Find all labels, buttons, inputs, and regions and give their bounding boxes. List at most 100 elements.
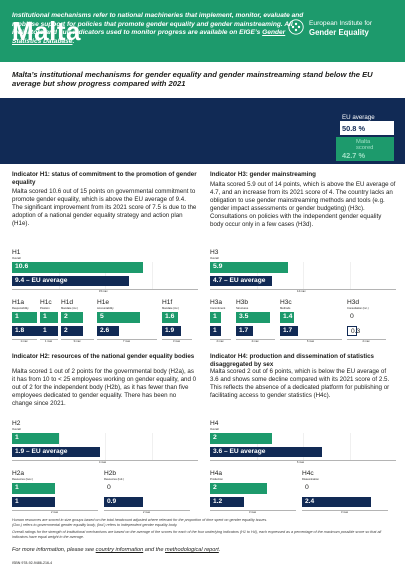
sub-2021-bar: 1.2 [210,497,245,507]
sub-2021-label: 0.9 [107,498,117,505]
sub-2021-bar: 1.9 [162,326,181,336]
chart-grid-line [349,262,351,290]
overall-label: Overall [12,428,21,431]
sub-score-label: 2 [64,313,68,320]
axis-line [40,339,58,344]
sub-2021-bar: 1.7 [280,326,298,336]
sub-indicator-code: H3b [236,299,249,306]
sub-2021-bar: 2 [61,326,83,336]
overall-score-bar: 10.6 [12,262,144,273]
eu-average-bar-label: 1.9 – EU average [15,448,68,455]
eu-average-bar: 1.9 – EU average [12,447,101,457]
sub-2021-label: 1.7 [239,327,249,334]
eige-logo-text: European Institute for Gender Equality [309,20,373,37]
axis-max-label: 2 max [362,340,370,343]
country-information-link[interactable]: country information [95,547,144,553]
sub-score-bar: 0 [104,483,114,494]
country-score-label: Malta scored [356,139,374,152]
sub-score-label: 1 [213,313,217,320]
axis-max-label: 7 max [123,340,131,343]
sub-2021-label: 1.8 [15,327,25,334]
axis-max-label: 6 max [297,461,305,464]
axis-line [347,339,386,344]
eu-average-bar-label: 4.7 – EU average [213,277,266,284]
sub-score-bar: 1 [210,312,221,323]
sub-2021-label: 1.2 [213,498,223,505]
axis-line [210,289,396,294]
axis-max-label: 6 max [307,340,315,343]
axis-line [12,460,198,465]
sub-2021-label: 1.9 [165,327,175,334]
chart-grid-line [349,433,351,461]
page-subtitle: Malta’s institutional mechanisms for gen… [12,70,373,89]
sub-2021-bar: 1 [210,326,221,336]
axis-line [162,339,192,344]
sub-2021-label: 1.7 [283,327,293,334]
gender-statistics-database-link[interactable]: Gender Statistics Database [12,29,286,46]
overall-score-bar: 5.9 [210,262,289,273]
intro-text: Institutional mechanisms refer to nation… [12,12,304,46]
chart-grid-line [151,262,153,290]
sub-indicator-code: H3d [347,299,360,306]
axis-line [302,510,388,515]
overall-label: Overall [210,257,219,260]
axis-max-label: 1 max [20,340,28,343]
sub-indicator-code: H1d [61,299,74,306]
eige-logo-icon [288,19,304,35]
chart-grid-line [303,262,304,290]
header-band [0,0,405,62]
sub-score-bar: 2 [61,312,83,323]
sub-2021-bar: 1.8 [12,326,57,336]
sub-score-bar: 5 [97,312,140,323]
sub-2021-label: 2.4 [305,498,315,505]
sub-indicator-name: Methods [280,307,291,310]
axis-line [210,339,231,344]
sub-indicator-name: Mandate (inc.) [162,307,180,310]
eu-average-value: 50.8 % [342,124,366,133]
sub-indicator-name: Production [210,478,223,481]
sub-2021-label: 2 [64,327,68,334]
sub-indicator-code: H4a [210,470,223,477]
isbn: ISBN 978-92-9486-216-4 [12,561,53,565]
axis-line [12,339,37,344]
overall-score-bar: 1 [12,433,59,444]
indicator-description: Malta scored 5.9 out of 14 points, which… [210,181,396,228]
axis-line [97,339,157,344]
overall-code: H3 [210,249,219,256]
overall-score-label: 2 [213,434,217,441]
sub-indicator-code: H2b [104,470,117,477]
sub-score-label: 1 [15,313,19,320]
sub-score-label: 1.6 [165,313,175,320]
more-info: For more information, please see country… [12,547,221,553]
axis-line [210,460,396,465]
overall-score-label: 5.9 [213,263,223,270]
sub-score-label: 0 [305,484,309,491]
sub-indicator-name: Resources (Gov.) [12,478,33,481]
sub-2021-bar: 2.6 [97,326,120,336]
country-score-value: 42.7 % [342,151,366,160]
chart-grid-line [105,433,106,461]
axis-max-label: 3 max [73,340,81,343]
sub-indicator-code: H1e [97,299,110,306]
sub-indicator-name: Consultation (inc.) [347,307,369,310]
sub-2021-label: 0.3 [351,328,361,335]
axis-max-label: 15 max [99,290,108,293]
sub-indicator-name: Commitment [210,307,226,310]
axis-max-label: 2 max [216,340,224,343]
sub-score-bar: 0 [347,312,357,323]
axis-max-label: 3 max [249,511,257,514]
sub-score-bar: 1 [40,312,58,323]
axis-line [104,510,190,515]
axis-line [12,289,198,294]
methodological-report-link[interactable]: methodological report [165,547,219,553]
sub-indicator-name: Mandate (inc.) [61,307,79,310]
axis-line [280,339,342,344]
eu-average-bar: 3.6 – EU average [210,447,322,457]
indicator-description: Malta scored 2 out of 6 points, which is… [210,368,390,399]
sub-indicator-name: Resources (Ind.) [104,478,124,481]
sub-indicator-name: Dissemination [302,478,319,481]
indicator-description: Malta scored 10.6 out of 15 points on go… [12,188,197,227]
country-title: Malta [12,16,81,46]
sub-2021-bar: 1.7 [236,326,253,336]
overall-code: H4 [210,420,219,427]
